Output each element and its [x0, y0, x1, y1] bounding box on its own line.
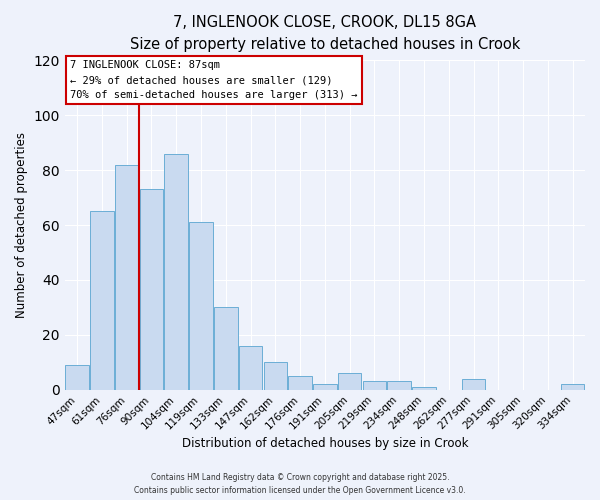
Bar [214, 308, 238, 390]
Title: 7, INGLENOOK CLOSE, CROOK, DL15 8GA
Size of property relative to detached houses: 7, INGLENOOK CLOSE, CROOK, DL15 8GA Size… [130, 15, 520, 52]
Text: Contains HM Land Registry data © Crown copyright and database right 2025.
Contai: Contains HM Land Registry data © Crown c… [134, 474, 466, 495]
Bar [189, 222, 213, 390]
Bar [164, 154, 188, 390]
Bar [362, 382, 386, 390]
Bar [289, 376, 312, 390]
Bar [90, 212, 114, 390]
Bar [115, 164, 139, 390]
Bar [239, 346, 262, 390]
Bar [462, 378, 485, 390]
Bar [65, 365, 89, 390]
Bar [263, 362, 287, 390]
X-axis label: Distribution of detached houses by size in Crook: Distribution of detached houses by size … [182, 437, 468, 450]
Bar [140, 190, 163, 390]
Bar [313, 384, 337, 390]
Bar [561, 384, 584, 390]
Text: 7 INGLENOOK CLOSE: 87sqm
← 29% of detached houses are smaller (129)
70% of semi-: 7 INGLENOOK CLOSE: 87sqm ← 29% of detach… [70, 60, 358, 100]
Bar [388, 382, 411, 390]
Bar [338, 374, 361, 390]
Bar [412, 387, 436, 390]
Y-axis label: Number of detached properties: Number of detached properties [15, 132, 28, 318]
